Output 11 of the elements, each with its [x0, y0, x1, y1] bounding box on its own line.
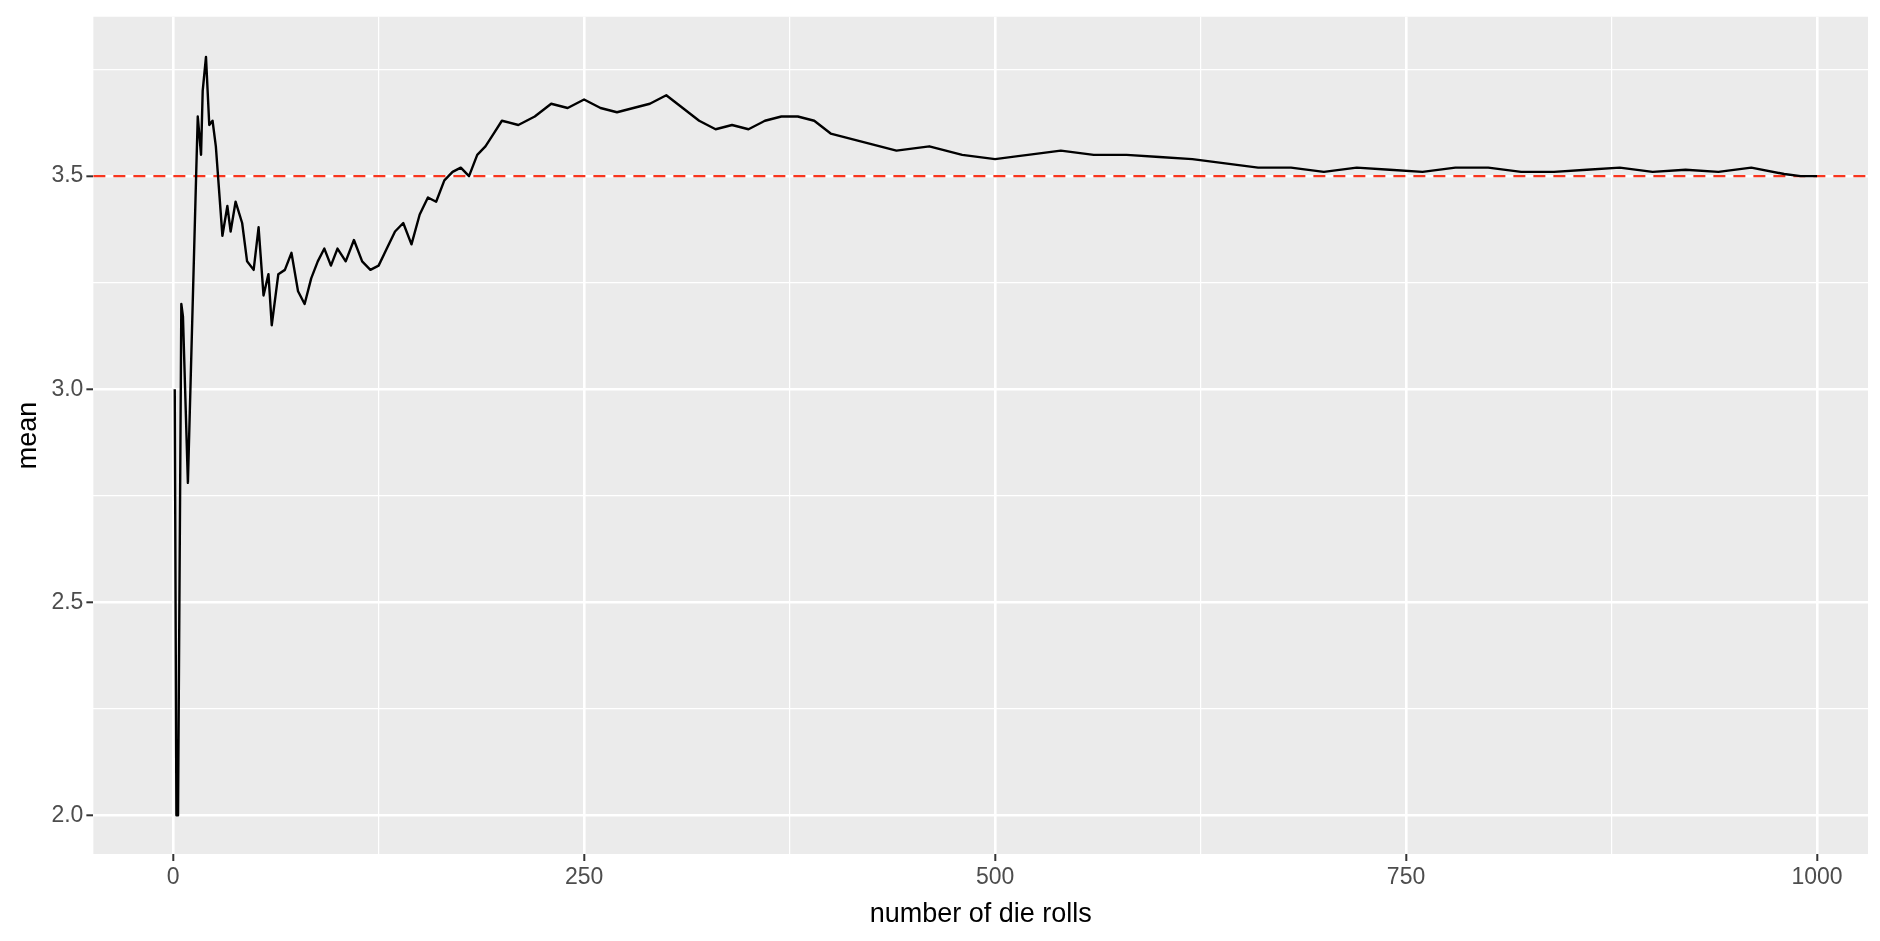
x-tick-label: 1000	[1791, 863, 1843, 890]
y-tick-label: 2.5	[51, 587, 84, 614]
x-tick-label: 500	[975, 863, 1015, 890]
x-tick-label: 0	[166, 863, 180, 890]
y-axis-title: mean	[11, 401, 42, 470]
x-tick-label: 250	[564, 863, 604, 890]
x-axis-title: number of die rolls	[869, 898, 1092, 929]
y-tick-label: 3.5	[51, 161, 84, 188]
x-tick-label: 750	[1386, 863, 1426, 890]
y-tick-label: 2.0	[51, 800, 84, 827]
y-tick-label: 3.0	[51, 374, 84, 401]
